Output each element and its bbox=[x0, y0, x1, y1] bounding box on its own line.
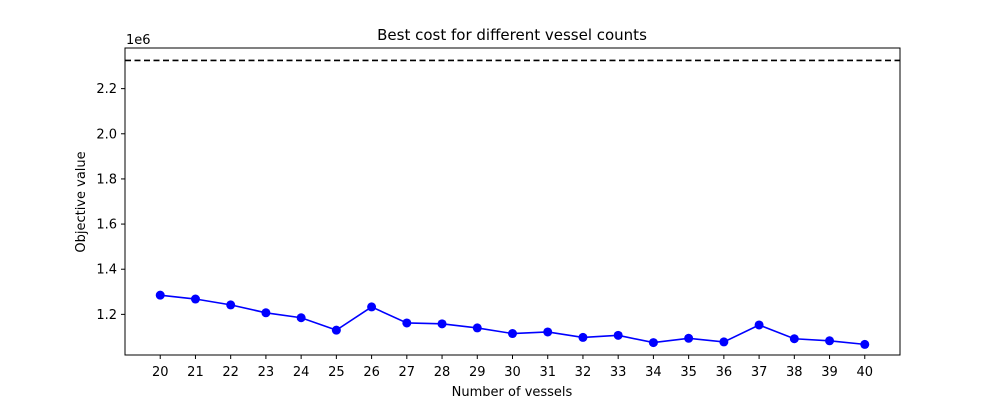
y-axis: 1.2 1.4 1.6 1.8 2.0 2.2 bbox=[96, 82, 125, 323]
data-point-40 bbox=[860, 339, 870, 349]
x-tick-label: 31 bbox=[539, 365, 556, 380]
y-tick-label: 2.2 bbox=[96, 82, 117, 97]
data-point-25 bbox=[331, 325, 341, 335]
x-tick-label: 25 bbox=[328, 365, 345, 380]
x-tick-label: 30 bbox=[504, 365, 521, 380]
y-tick-label: 1.2 bbox=[96, 308, 117, 323]
data-point-32 bbox=[578, 332, 588, 342]
data-point-22 bbox=[226, 300, 236, 310]
x-axis: 20 21 22 23 24 25 26 27 28 29 30 31 32 33 34 35 36 37 38 39… bbox=[152, 355, 873, 380]
data-point-28 bbox=[437, 319, 447, 329]
x-tick-label: 40 bbox=[856, 365, 873, 380]
y-tick-label: 1.8 bbox=[96, 172, 117, 187]
data-point-29 bbox=[472, 323, 482, 333]
data-point-36 bbox=[719, 337, 729, 347]
data-point-27 bbox=[402, 318, 412, 328]
data-point-33 bbox=[613, 330, 623, 340]
data-point-31 bbox=[543, 327, 553, 337]
x-axis-label: Number of vessels bbox=[452, 385, 573, 400]
data-point-34 bbox=[648, 338, 658, 348]
data-point-26 bbox=[367, 302, 377, 312]
plot-frame bbox=[124, 47, 901, 356]
data-point-24 bbox=[296, 313, 306, 323]
x-tick-label: 32 bbox=[575, 365, 592, 380]
x-tick-label: 20 bbox=[152, 365, 169, 380]
x-tick-label: 22 bbox=[222, 365, 239, 380]
y-axis-label: Objective value bbox=[74, 151, 89, 252]
x-tick-label: 23 bbox=[258, 365, 275, 380]
x-tick-label: 36 bbox=[716, 365, 733, 380]
data-point-21 bbox=[190, 294, 200, 304]
x-tick-label: 29 bbox=[469, 365, 486, 380]
x-tick-label: 35 bbox=[680, 365, 697, 380]
x-tick-label: 34 bbox=[645, 365, 662, 380]
plot-area bbox=[125, 59, 900, 349]
data-point-38 bbox=[789, 334, 799, 344]
data-point-23 bbox=[261, 308, 271, 318]
y-tick-label: 2.0 bbox=[96, 127, 117, 142]
x-tick-label: 39 bbox=[821, 365, 838, 380]
x-tick-label: 28 bbox=[434, 365, 451, 380]
data-point-35 bbox=[684, 333, 694, 343]
chart-title: Best cost for different vessel counts bbox=[377, 26, 647, 44]
data-point-39 bbox=[825, 336, 835, 346]
data-point-20 bbox=[155, 290, 165, 300]
x-tick-label: 24 bbox=[293, 365, 310, 380]
y-axis-offset-label: 1e6 bbox=[126, 33, 151, 48]
y-tick-label: 1.4 bbox=[96, 263, 117, 278]
x-tick-label: 27 bbox=[399, 365, 416, 380]
x-tick-label: 33 bbox=[610, 365, 627, 380]
x-tick-label: 38 bbox=[786, 365, 803, 380]
y-tick-label: 1.6 bbox=[96, 218, 117, 233]
x-tick-label: 26 bbox=[363, 365, 380, 380]
data-point-37 bbox=[754, 320, 764, 330]
x-tick-label: 37 bbox=[751, 365, 768, 380]
x-tick-label: 21 bbox=[187, 365, 204, 380]
data-point-30 bbox=[508, 329, 517, 339]
